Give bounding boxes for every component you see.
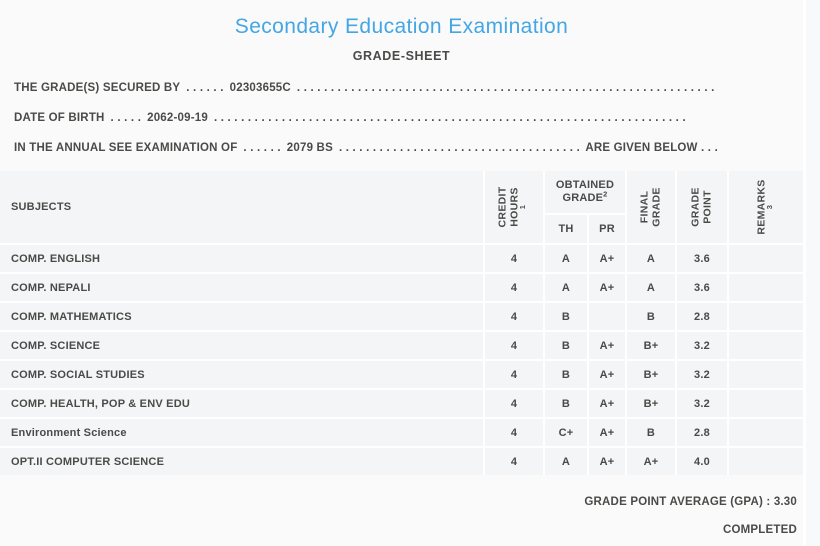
remarks-cell <box>729 274 803 301</box>
date-of-birth-value: 2062-09-19 <box>147 112 208 124</box>
remarks-cell <box>729 361 803 388</box>
subject-cell: COMP. MATHEMATICS <box>0 303 483 330</box>
dotted-gap: . . . . . . <box>243 142 281 154</box>
credit-cell: 4 <box>485 448 543 475</box>
completion-status: COMPLETED <box>723 524 797 536</box>
pr-grade-cell: A+ <box>589 361 625 388</box>
pr-grade-cell: A+ <box>589 390 625 417</box>
th-grade-cell: A <box>545 274 587 301</box>
subject-cell: COMP. SCIENCE <box>0 332 483 359</box>
pr-grade-cell <box>589 303 625 330</box>
gpa-value: 3.30 <box>773 496 797 508</box>
grade-point-cell: 3.6 <box>677 245 727 272</box>
col-header-credit-hours: CREDIT HOURS 1 <box>485 171 543 243</box>
grade-point-cell: 3.2 <box>677 361 727 388</box>
col-header-obtained-grade: OBTAINED GRADE2 <box>545 171 625 213</box>
subject-cell: COMP. SOCIAL STUDIES <box>0 361 483 388</box>
credit-cell: 4 <box>485 361 543 388</box>
col-header-obtained-grade-group: OBTAINED GRADE2 TH PR <box>545 171 625 243</box>
pr-grade-cell: A+ <box>589 274 625 301</box>
dotted-filler: . . . . . . . . . . . . . . . . . . . . … <box>213 112 686 124</box>
th-grade-cell: C+ <box>545 419 587 446</box>
student-info: THE GRADE(S) SECURED BY . . . . . . 0230… <box>0 73 803 163</box>
subject-cell: COMP. ENGLISH <box>0 245 483 272</box>
col-header-pr: PR <box>589 215 625 243</box>
col-header-final-grade: FINAL GRADE <box>627 171 675 243</box>
pr-grade-cell: A+ <box>589 245 625 272</box>
subject-cell: OPT.II COMPUTER SCIENCE <box>0 448 483 475</box>
gpa-label: GRADE POINT AVERAGE (GPA) : <box>584 496 771 508</box>
final-grade-cell: A+ <box>627 448 675 475</box>
col-header-remarks: REMARKS 3 <box>729 171 803 243</box>
grade-point-cell: 2.8 <box>677 303 727 330</box>
date-of-birth-line: DATE OF BIRTH . . . . . 2062-09-19 . . .… <box>14 103 706 133</box>
grade-point-cell: 3.2 <box>677 390 727 417</box>
grade-point-cell: 4.0 <box>677 448 727 475</box>
pr-grade-cell: A+ <box>589 419 625 446</box>
final-grade-cell: A <box>627 274 675 301</box>
remarks-cell <box>729 245 803 272</box>
pr-grade-cell: A+ <box>589 448 625 475</box>
remarks-cell <box>729 390 803 417</box>
subject-cell: Environment Science <box>0 419 483 446</box>
final-grade-cell: B+ <box>627 390 675 417</box>
final-grade-cell: B <box>627 303 675 330</box>
gpa-line: GRADE POINT AVERAGE (GPA) : 3.30 <box>0 488 797 516</box>
remarks-cell <box>729 419 803 446</box>
final-grade-cell: B+ <box>627 332 675 359</box>
dotted-filler: . . . . . . . . . . . . . . . . . . . . … <box>338 142 579 154</box>
th-grade-cell: B <box>545 361 587 388</box>
dotted-gap: . . . . . . <box>186 82 224 94</box>
th-grade-cell: A <box>545 448 587 475</box>
credit-cell: 4 <box>485 274 543 301</box>
final-grade-cell: B+ <box>627 361 675 388</box>
credit-cell: 4 <box>485 419 543 446</box>
grade-point-cell: 3.6 <box>677 274 727 301</box>
pr-grade-cell: A+ <box>589 332 625 359</box>
student-id-label: THE GRADE(S) SECURED BY <box>14 82 181 94</box>
grade-point-cell: 3.2 <box>677 332 727 359</box>
grade-point-cell: 2.8 <box>677 419 727 446</box>
col-header-subjects: SUBJECTS <box>0 171 483 243</box>
student-id-line: THE GRADE(S) SECURED BY . . . . . . 0230… <box>14 73 718 103</box>
exam-year-line: IN THE ANNUAL SEE EXAMINATION OF . . . .… <box>14 133 718 163</box>
credit-cell: 4 <box>485 245 543 272</box>
subject-cell: COMP. NEPALI <box>0 274 483 301</box>
final-grade-cell: B <box>627 419 675 446</box>
remarks-cell <box>729 332 803 359</box>
final-grade-cell: A <box>627 245 675 272</box>
dotted-filler: . . . . . . . . . . . . . . . . . . . . … <box>296 82 718 94</box>
col-header-grade-point: GRADE POINT <box>677 171 727 243</box>
student-id-value: 02303655C <box>229 82 291 94</box>
th-grade-cell: A <box>545 245 587 272</box>
grades-table: SUBJECTS CREDIT HOURS 1 OBTAINED GRADE2 T… <box>0 171 803 475</box>
credit-cell: 4 <box>485 303 543 330</box>
subject-cell: COMP. HEALTH, POP & ENV EDU <box>0 390 483 417</box>
date-of-birth-label: DATE OF BIRTH <box>14 112 105 124</box>
summary-footer: GRADE POINT AVERAGE (GPA) : 3.30 COMPLET… <box>0 475 803 544</box>
grade-sheet-subtitle: GRADE-SHEET <box>352 49 451 63</box>
exam-year-label: IN THE ANNUAL SEE EXAMINATION OF <box>14 142 238 154</box>
th-grade-cell: B <box>545 332 587 359</box>
th-grade-cell: B <box>545 390 587 417</box>
page-title: Secondary Education Examination <box>234 15 569 38</box>
remarks-cell <box>729 448 803 475</box>
remarks-cell <box>729 303 803 330</box>
col-header-th: TH <box>545 215 587 243</box>
dotted-gap: . . . . . <box>110 112 142 124</box>
are-given-below-text: ARE GIVEN BELOW . . . <box>585 142 718 154</box>
exam-year-value: 2079 BS <box>286 142 333 154</box>
credit-cell: 4 <box>485 332 543 359</box>
th-grade-cell: B <box>545 303 587 330</box>
credit-cell: 4 <box>485 390 543 417</box>
